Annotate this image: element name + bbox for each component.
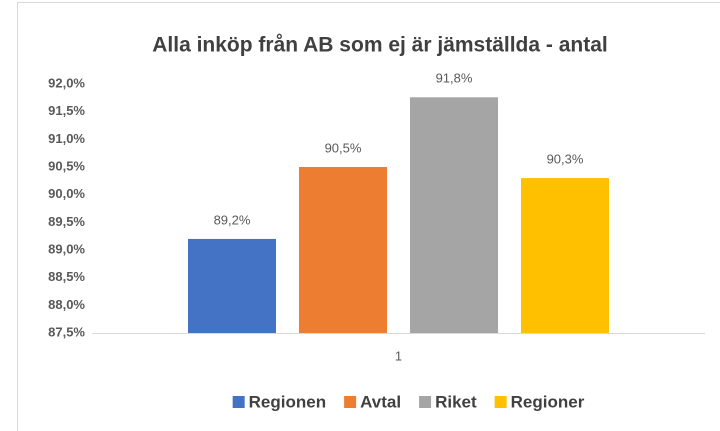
legend-label: Avtal (360, 392, 401, 411)
legend-label: Riket (435, 392, 477, 411)
bar (299, 167, 387, 333)
y-tick-label: 89,0% (48, 241, 85, 256)
legend-swatch (494, 396, 507, 408)
legend-swatch (419, 396, 432, 408)
data-label: 90,5% (325, 140, 362, 155)
x-tick-label: 1 (395, 348, 402, 363)
legend-label: Regioner (511, 392, 585, 411)
bar (521, 178, 609, 333)
y-tick-label: 87,5% (48, 324, 85, 339)
y-tick-label: 91,5% (48, 103, 85, 118)
y-tick-label: 92,0% (48, 75, 85, 90)
legend-label: Regionen (249, 392, 326, 411)
y-tick-label: 90,5% (48, 158, 85, 173)
legend-swatch (344, 396, 357, 408)
legend-swatch (232, 396, 245, 408)
y-tick-label: 89,5% (48, 214, 85, 229)
chart-title: Alla inköp från AB som ej är jämställda … (152, 34, 608, 57)
bar (410, 97, 498, 333)
data-label: 91,8% (436, 71, 473, 86)
bar (188, 238, 276, 333)
y-tick-label: 88,5% (48, 269, 85, 284)
y-tick-label: 91,0% (48, 131, 85, 146)
data-label: 89,2% (214, 212, 251, 227)
y-tick-label: 90,0% (48, 186, 85, 201)
y-tick-label: 88,0% (48, 297, 85, 312)
data-label: 90,3% (547, 152, 584, 167)
